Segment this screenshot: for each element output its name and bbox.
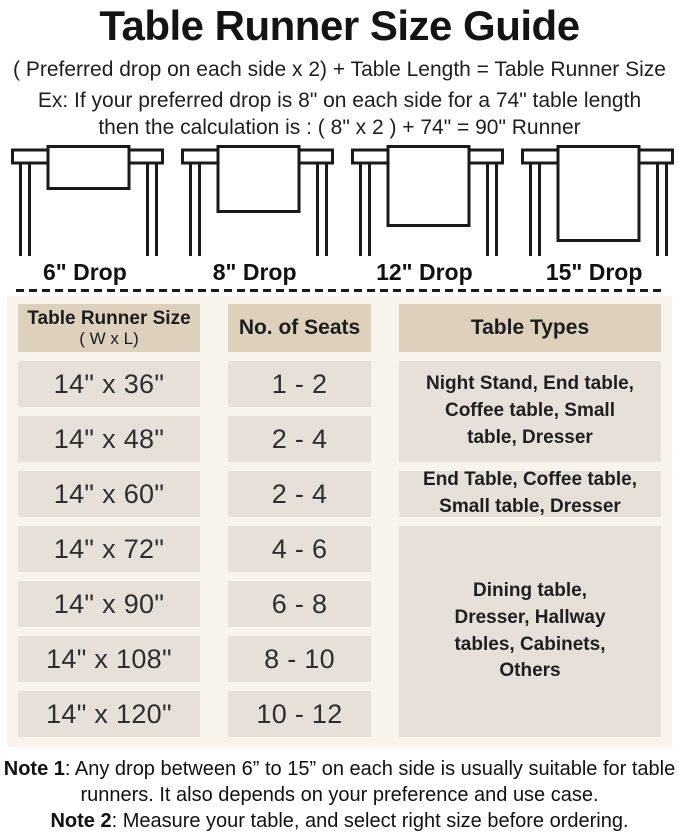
table-legs: [359, 163, 498, 256]
table-legs: [189, 163, 328, 256]
header-runner-size-title: Table Runner Size: [27, 307, 191, 329]
seats-cell: 2 - 4: [228, 416, 371, 462]
runner-size-cell: 14" x 36": [18, 361, 200, 407]
seats-cell: 1 - 2: [228, 361, 371, 407]
header-runner-size-sub: ( W x L): [79, 328, 139, 348]
table-with-runner-illustration: [181, 145, 334, 256]
runner: [46, 145, 131, 190]
note-1: Note 1: Any drop between 6” to 15” on ea…: [4, 756, 676, 808]
runner: [216, 145, 301, 213]
dashed-divider: [16, 289, 663, 292]
note-2-text: : Measure your table, and select right s…: [111, 810, 629, 832]
note-2-label: Note 2: [50, 810, 112, 832]
runner: [556, 145, 641, 242]
drop-labels-row: 6" Drop 8" Drop 12" Drop 15" Drop: [0, 257, 679, 288]
seats-cell: 10 - 12: [228, 691, 371, 737]
example-line-1: Ex: If your preferred drop is 8" on each…: [37, 89, 642, 112]
note-2: Note 2: Measure your table, and select r…: [4, 808, 676, 834]
seats-cell: 6 - 8: [228, 581, 371, 627]
header-table-types: Table Types: [399, 304, 661, 352]
table-with-runner-illustration: [521, 145, 674, 256]
table-with-runner-illustration: [351, 145, 504, 256]
drop-label-12: 12" Drop: [376, 259, 473, 285]
runner-size-cell: 14" x 60": [18, 471, 200, 517]
size-guide-table: Table Runner Size ( W x L) No. of Seats …: [7, 296, 672, 747]
runner-size-cell: 14" x 48": [18, 416, 200, 462]
drop-label-8: 8" Drop: [212, 259, 297, 285]
table-types-cell-large-tables: Dining table, Dresser, Hallway tables, C…: [399, 526, 661, 737]
table-figure-12-drop: [340, 143, 510, 257]
seats-cell: 2 - 4: [228, 471, 371, 517]
runner-size-cell: 14" x 108": [18, 636, 200, 682]
drop-label-15: 15" Drop: [545, 259, 643, 285]
example-line-2: then the calculation is : ( 8" x 2 ) + 7…: [98, 116, 581, 139]
drop-figures-row: [0, 143, 679, 257]
runner-size-cell: 14" x 90": [18, 581, 200, 627]
header-no-of-seats: No. of Seats: [228, 304, 371, 352]
header-runner-size: Table Runner Size ( W x L): [18, 304, 200, 352]
table-with-runner-illustration: [11, 145, 164, 256]
table-legs: [529, 163, 668, 256]
table-figure-6-drop: [0, 143, 170, 257]
drop-label-6: 6" Drop: [43, 259, 127, 285]
note-1-text: : Any drop between 6” to 15” on each sid…: [64, 758, 676, 806]
formula-text: ( Preferred drop on each side x 2) + Tab…: [13, 58, 666, 81]
note-1-label: Note 1: [3, 758, 65, 780]
table-figure-15-drop: [510, 143, 679, 257]
page-title: Table Runner Size Guide: [99, 2, 580, 49]
table-legs: [19, 163, 158, 256]
seats-cell: 4 - 6: [228, 526, 371, 572]
seats-cell: 8 - 10: [228, 636, 371, 682]
notes-section: Note 1: Any drop between 6” to 15” on ea…: [4, 756, 676, 834]
table-types-cell-medium-tables: End Table, Coffee table, Small table, Dr…: [399, 469, 661, 517]
table-figure-8-drop: [170, 143, 340, 257]
runner-size-cell: 14" x 120": [18, 691, 200, 737]
table-types-cell-small-tables: Night Stand, End table, Coffee table, Sm…: [399, 361, 661, 462]
runner: [386, 145, 471, 227]
runner-size-cell: 14" x 72": [18, 526, 200, 572]
